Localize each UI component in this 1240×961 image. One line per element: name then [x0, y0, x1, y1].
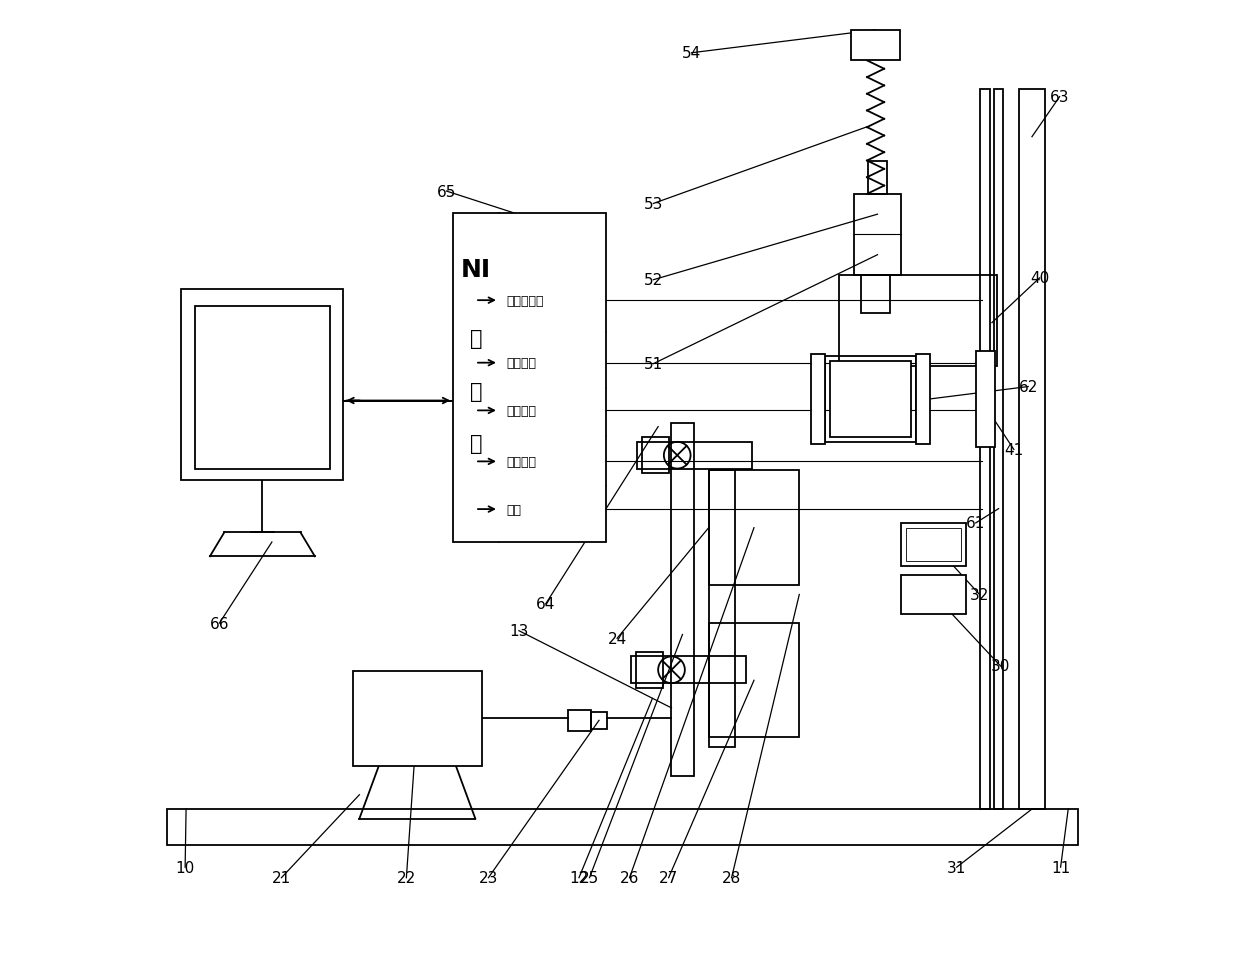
Text: 24: 24	[608, 631, 626, 646]
Bar	[901, 576, 966, 614]
Text: NI: NI	[461, 258, 491, 282]
Text: 21: 21	[272, 871, 291, 885]
Bar	[862, 276, 890, 314]
Bar	[709, 471, 800, 585]
Text: 32: 32	[970, 587, 990, 603]
Text: 转速信号: 转速信号	[506, 357, 537, 370]
Bar	[195, 308, 330, 469]
Bar	[709, 624, 800, 738]
Bar	[568, 710, 591, 731]
Text: 12: 12	[569, 871, 589, 885]
Text: 轴心轨迹: 轴心轨迹	[506, 456, 537, 468]
Text: 卡: 卡	[470, 433, 482, 454]
Text: 61: 61	[966, 516, 986, 530]
Text: 53: 53	[644, 197, 663, 211]
Text: 23: 23	[479, 871, 498, 885]
Bar	[915, 355, 930, 445]
Bar	[851, 31, 900, 62]
Text: 62: 62	[1018, 380, 1038, 395]
Text: 30: 30	[991, 659, 1011, 674]
Bar	[868, 161, 887, 195]
Bar	[839, 276, 997, 366]
Text: 51: 51	[644, 357, 663, 372]
Bar	[709, 471, 735, 748]
Text: 载荷: 载荷	[506, 503, 522, 516]
Bar	[642, 437, 668, 474]
Text: 27: 27	[658, 871, 678, 885]
Text: 22: 22	[397, 871, 415, 885]
Text: 26: 26	[620, 871, 640, 885]
Text: 64: 64	[536, 597, 556, 612]
Text: 31: 31	[947, 860, 966, 875]
Bar	[830, 361, 911, 437]
Bar	[981, 90, 990, 809]
Bar	[976, 352, 994, 447]
Bar	[637, 442, 751, 469]
Bar	[353, 671, 481, 766]
Text: 11: 11	[1052, 860, 1070, 875]
Text: 54: 54	[682, 46, 701, 62]
Bar	[631, 656, 746, 683]
Bar	[453, 213, 605, 542]
Bar	[853, 195, 901, 276]
Text: 66: 66	[210, 616, 229, 630]
Text: 25: 25	[580, 871, 599, 885]
Text: 52: 52	[644, 273, 663, 288]
Bar	[906, 529, 961, 561]
Text: 13: 13	[510, 624, 528, 638]
Bar	[1018, 90, 1045, 809]
Text: 衬套温度: 衬套温度	[506, 405, 537, 417]
Text: 集: 集	[470, 382, 482, 402]
Bar	[901, 524, 966, 566]
Text: 65: 65	[436, 185, 456, 199]
Text: 采: 采	[470, 329, 482, 349]
Bar	[167, 809, 1078, 846]
Text: 28: 28	[722, 871, 742, 885]
Text: 40: 40	[1030, 271, 1049, 286]
Text: 上止点信号: 上止点信号	[506, 294, 544, 308]
Text: 41: 41	[1004, 442, 1023, 457]
Bar	[636, 652, 663, 688]
Bar	[825, 357, 915, 442]
Text: 63: 63	[1050, 90, 1069, 105]
Bar	[671, 424, 694, 776]
Bar	[181, 290, 343, 480]
Text: 10: 10	[176, 860, 195, 875]
Bar	[993, 90, 1003, 809]
Bar	[591, 712, 606, 729]
Bar	[811, 355, 825, 445]
